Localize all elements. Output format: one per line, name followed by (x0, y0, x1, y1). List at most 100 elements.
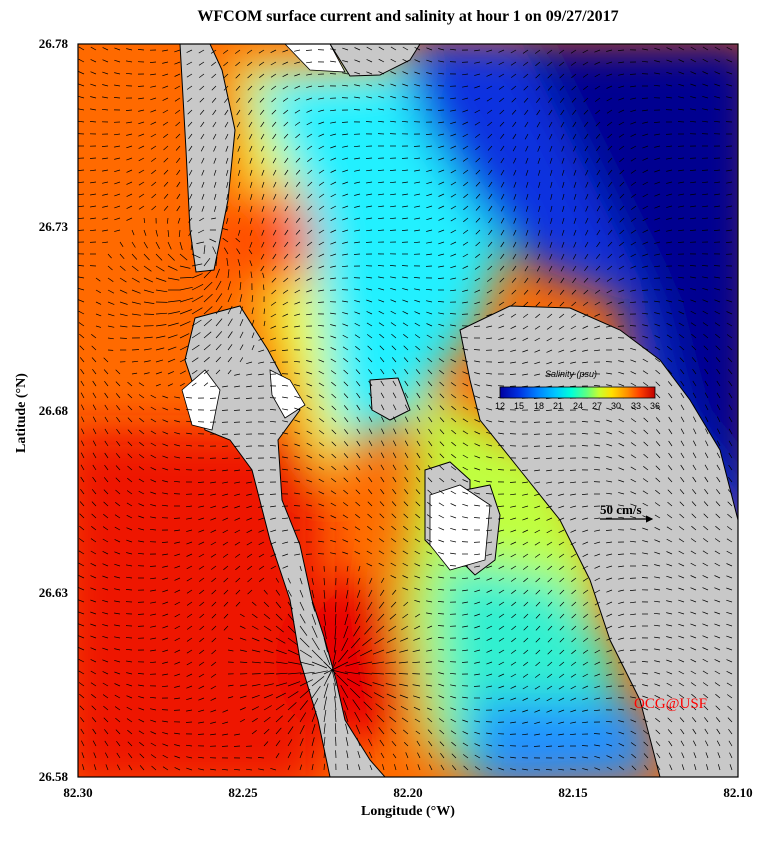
current-vector (702, 71, 709, 75)
current-vector (149, 696, 157, 699)
current-vector (139, 442, 145, 447)
current-vector (354, 181, 361, 184)
current-vector (80, 392, 85, 399)
current-vector (174, 97, 181, 102)
current-vector (558, 697, 565, 702)
current-vector (714, 205, 721, 208)
current-vector (643, 417, 649, 423)
current-vector (486, 541, 493, 544)
current-vector (667, 729, 673, 735)
current-vector (412, 649, 421, 653)
current-vector (272, 229, 277, 236)
current-vector (270, 349, 277, 352)
current-vector (690, 181, 697, 184)
current-vector (356, 464, 361, 471)
current-vector (474, 565, 481, 568)
current-vector (275, 661, 288, 665)
current-vector (199, 85, 205, 91)
current-vector (486, 553, 493, 556)
current-vector (380, 368, 385, 375)
current-vector (690, 562, 697, 567)
current-vector (179, 333, 190, 339)
current-vector (715, 513, 721, 519)
current-vector (246, 385, 253, 388)
current-vector (582, 589, 589, 594)
current-vector (299, 764, 303, 771)
current-vector (270, 361, 277, 364)
current-vector (107, 289, 115, 294)
current-vector (311, 737, 315, 747)
current-vector (533, 457, 541, 459)
current-vector (534, 325, 541, 330)
current-vector (451, 753, 457, 759)
current-vector (127, 405, 133, 411)
current-vector (595, 265, 601, 271)
current-vector (78, 71, 85, 75)
current-vector (606, 431, 613, 435)
current-vector (666, 636, 673, 639)
current-vector (191, 253, 201, 259)
current-vector (714, 310, 721, 315)
current-vector (233, 768, 241, 771)
current-vector (498, 625, 505, 630)
current-vector (79, 525, 85, 531)
current-vector (498, 601, 505, 606)
current-vector (78, 647, 85, 651)
current-vector (691, 357, 697, 363)
current-vector (561, 217, 565, 224)
current-vector (282, 456, 289, 459)
current-vector (175, 121, 181, 127)
current-vector (450, 133, 457, 137)
current-vector (270, 61, 277, 66)
current-vector (559, 97, 565, 103)
current-vector (666, 624, 673, 627)
current-vector (523, 625, 529, 631)
current-vector (368, 440, 373, 447)
current-vector (545, 769, 553, 771)
current-vector (474, 360, 481, 363)
current-vector (187, 121, 193, 127)
current-vector (260, 145, 265, 152)
current-vector (143, 217, 146, 224)
current-vector (438, 648, 445, 651)
current-vector (725, 241, 733, 243)
current-vector (605, 337, 613, 339)
current-vector (462, 479, 469, 483)
current-vector (641, 60, 649, 63)
current-vector (450, 157, 457, 162)
current-vector (427, 625, 433, 629)
current-vector (91, 694, 97, 699)
current-vector (334, 709, 337, 723)
current-vector (114, 47, 121, 51)
current-vector (114, 217, 121, 221)
current-vector (167, 311, 180, 315)
current-vector (81, 416, 85, 423)
current-vector (293, 360, 301, 363)
current-vector (426, 323, 433, 327)
current-vector (114, 72, 121, 75)
current-vector (704, 464, 709, 471)
current-vector (415, 513, 421, 519)
current-vector (692, 404, 697, 411)
current-vector (486, 529, 493, 532)
current-vector (186, 529, 193, 532)
current-vector (366, 193, 373, 196)
current-vector (330, 48, 337, 51)
current-vector (510, 505, 517, 508)
current-vector (330, 193, 337, 198)
current-vector (702, 322, 709, 327)
current-vector (594, 432, 601, 435)
current-vector (185, 744, 193, 747)
current-vector (607, 133, 613, 139)
current-vector (606, 649, 613, 653)
current-vector (678, 611, 685, 615)
current-vector (630, 466, 637, 471)
current-vector (595, 121, 601, 127)
current-vector (357, 750, 361, 759)
current-vector (666, 217, 673, 220)
current-vector (222, 505, 229, 509)
current-vector (78, 550, 85, 555)
current-vector (426, 59, 433, 63)
current-vector (215, 256, 218, 267)
current-vector (343, 381, 349, 387)
